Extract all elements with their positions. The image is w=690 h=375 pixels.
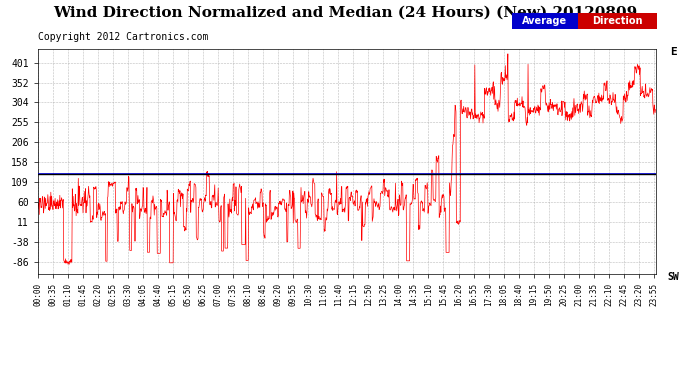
- Text: Average: Average: [522, 16, 567, 26]
- Text: E: E: [670, 47, 677, 57]
- Text: Wind Direction Normalized and Median (24 Hours) (New) 20120809: Wind Direction Normalized and Median (24…: [53, 6, 637, 20]
- Text: SW: SW: [667, 272, 680, 282]
- Text: Copyright 2012 Cartronics.com: Copyright 2012 Cartronics.com: [38, 32, 208, 42]
- Text: Direction: Direction: [592, 16, 642, 26]
